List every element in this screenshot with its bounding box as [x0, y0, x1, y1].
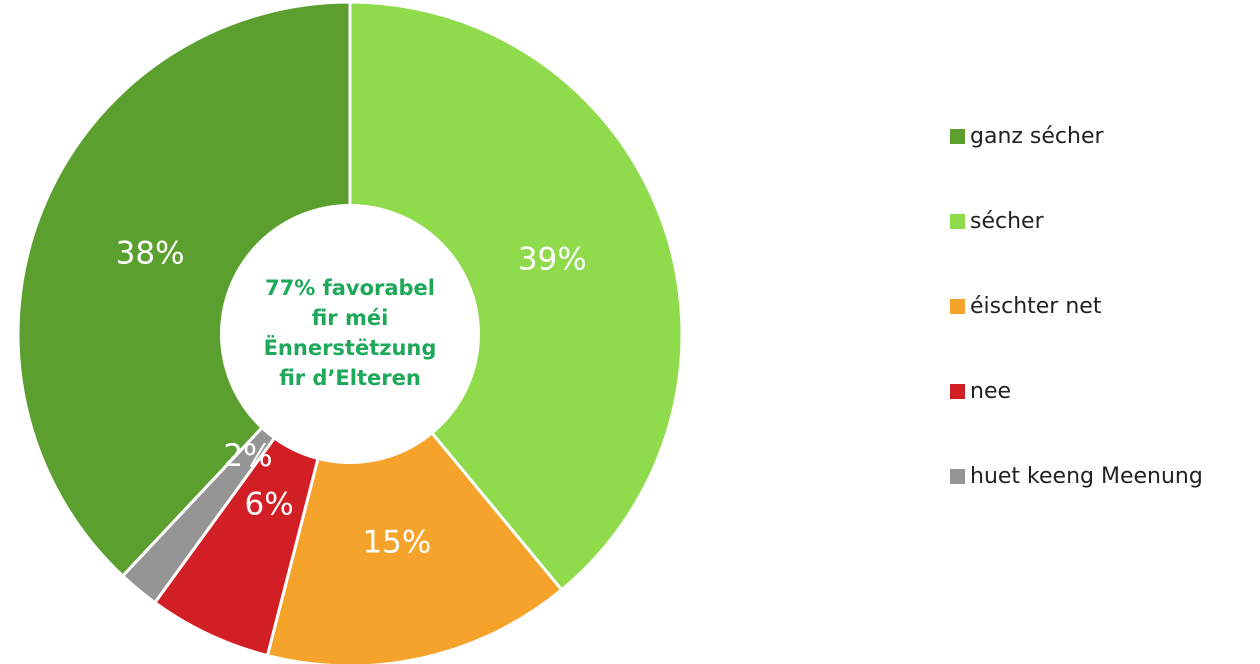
- legend-label: ganz sécher: [970, 124, 1105, 149]
- data-label: 2%: [223, 438, 272, 474]
- legend-swatch: [950, 214, 965, 229]
- data-label: 39%: [518, 242, 587, 278]
- slice: [348, 0, 684, 592]
- donut-hole: [220, 204, 480, 464]
- center-text: Ënnerstëtzung: [264, 335, 437, 360]
- slice: [16, 0, 352, 579]
- center-text: 77% favorabel: [265, 276, 435, 300]
- legend-label: huet keeng Meenung: [970, 464, 1203, 489]
- center-text: fir d’Elteren: [279, 366, 421, 390]
- data-label: 38%: [116, 235, 185, 271]
- legend-swatch: [950, 129, 965, 144]
- legend-label: nee: [970, 379, 1011, 404]
- data-label: 6%: [245, 486, 294, 522]
- legend-label: sécher: [970, 209, 1045, 234]
- center-text: fir méi: [312, 306, 389, 330]
- legend-swatch: [950, 469, 965, 484]
- data-label: 15%: [362, 524, 431, 560]
- legend-swatch: [950, 299, 965, 314]
- legend-swatch: [950, 384, 965, 399]
- legend-label: éischter net: [970, 294, 1102, 319]
